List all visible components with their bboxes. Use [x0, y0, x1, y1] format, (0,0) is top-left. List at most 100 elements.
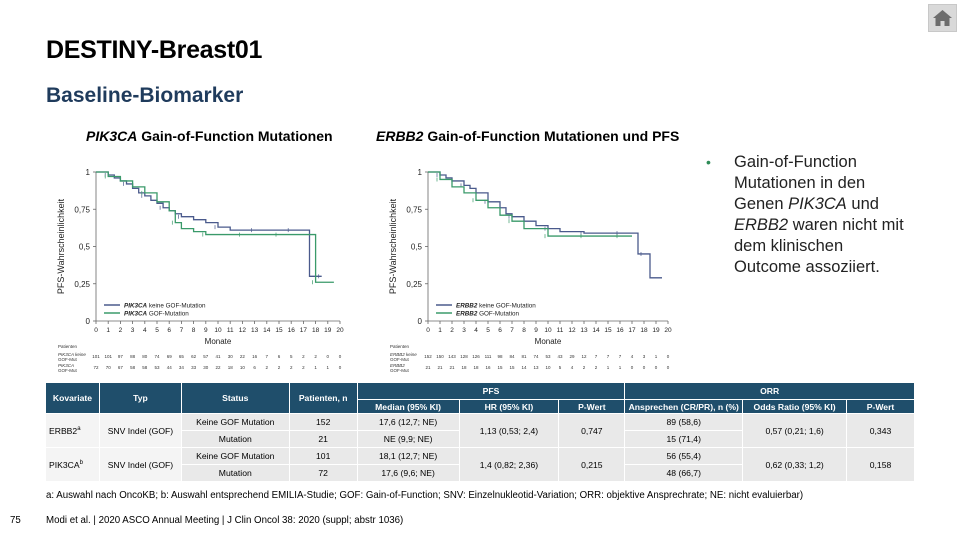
- home-button[interactable]: [928, 4, 957, 32]
- series-line-0: [96, 171, 322, 277]
- n-cell: 152: [288, 413, 358, 431]
- risk-value: 81: [521, 354, 527, 359]
- risk-value: 128: [460, 354, 468, 359]
- x-tick-label: 17: [628, 327, 636, 334]
- x-axis-label: Monate: [205, 337, 232, 346]
- header-odds: Odds Ratio (95% KI): [742, 399, 848, 414]
- risk-row-label: GOF-Mut: [390, 357, 409, 362]
- x-tick-label: 9: [534, 327, 538, 334]
- risk-value: 14: [521, 365, 527, 370]
- kovariate-cell: ERBB2a: [45, 413, 100, 448]
- y-axis-label: PFS-Wahrscheinlichkeit: [388, 198, 398, 294]
- x-tick-label: 18: [640, 327, 648, 334]
- risk-value: 15: [497, 365, 503, 370]
- page-title: DESTINY-Breast01: [46, 36, 263, 64]
- risk-value: 1: [619, 365, 622, 370]
- risk-value: 15: [509, 365, 515, 370]
- legend-entry: PIK3CA GOF-Mutation: [124, 311, 189, 318]
- x-tick-label: 9: [204, 327, 208, 334]
- x-tick-label: 6: [498, 327, 502, 334]
- x-tick-label: 2: [119, 327, 123, 334]
- status-cell: Keine GOF Mutation: [180, 447, 290, 465]
- median-cell: 18,1 (12,7; NE): [356, 447, 460, 465]
- y-tick-label: 0,25: [406, 280, 422, 289]
- x-tick-label: 19: [324, 327, 332, 334]
- risk-value: 58: [130, 365, 136, 370]
- page-subtitle: Baseline-Biomarker: [46, 84, 244, 107]
- risk-value: 74: [533, 354, 539, 359]
- bullet-text: Gain-of-Function Mutationen in den Genen…: [734, 153, 904, 276]
- risk-value: 98: [497, 354, 503, 359]
- risk-value: 13: [533, 365, 539, 370]
- y-tick-label: 0,5: [411, 243, 423, 252]
- ansprechen-cell: 15 (71,4): [624, 430, 744, 448]
- n-cell: 72: [288, 464, 358, 482]
- risk-value: 10: [240, 365, 246, 370]
- risk-value: 0: [339, 365, 342, 370]
- risk-table-header: Patienten: [58, 344, 78, 349]
- hr-cell: 1,13 (0,53; 2,4): [458, 413, 560, 448]
- risk-value: 2: [302, 354, 305, 359]
- x-tick-label: 13: [251, 327, 259, 334]
- y-tick-label: 0,5: [79, 243, 91, 252]
- risk-value: 0: [667, 354, 670, 359]
- x-tick-label: 8: [522, 327, 526, 334]
- header-pwert-pfs: P-Wert: [558, 399, 626, 414]
- risk-value: 0: [339, 354, 342, 359]
- risk-value: 1: [607, 365, 610, 370]
- status-cell: Mutation: [180, 430, 290, 448]
- risk-value: 7: [595, 354, 598, 359]
- odds-cell: 0,62 (0,33; 1,2): [742, 447, 848, 482]
- risk-value: 53: [545, 354, 551, 359]
- header-patienten: Patienten, n: [288, 382, 358, 414]
- table-row: PIK3CAb SNV Indel (GOF) Keine GOF Mutati…: [45, 447, 915, 482]
- risk-value: 6: [278, 354, 281, 359]
- risk-value: 1: [655, 354, 658, 359]
- x-tick-label: 10: [544, 327, 552, 334]
- x-tick-label: 13: [580, 327, 588, 334]
- risk-value: 0: [655, 365, 658, 370]
- median-cell: 17,6 (12,7; NE): [356, 413, 460, 431]
- y-tick-label: 1: [86, 168, 91, 177]
- risk-value: 53: [154, 365, 160, 370]
- risk-value: 22: [240, 354, 246, 359]
- y-tick-label: 0,75: [74, 205, 90, 214]
- chart-title-pik3ca: PIK3CA Gain-of-Function Mutationen: [86, 128, 333, 144]
- risk-value: 62: [191, 354, 197, 359]
- page-number: 75: [10, 515, 21, 526]
- risk-value: 58: [142, 365, 148, 370]
- series-line-0: [428, 171, 662, 279]
- header-pwert-orr: P-Wert: [846, 399, 915, 414]
- x-tick-label: 10: [214, 327, 222, 334]
- x-tick-label: 1: [106, 327, 110, 334]
- header-orr: ORR: [624, 382, 915, 400]
- risk-value: 150: [436, 354, 444, 359]
- table-row: ERBB2a SNV Indel (GOF) Keine GOF Mutatio…: [45, 413, 915, 448]
- risk-value: 4: [571, 365, 574, 370]
- odds-cell: 0,57 (0,21; 1,6): [742, 413, 848, 448]
- risk-value: 1: [327, 365, 330, 370]
- header-kovariate: Kovariate: [45, 382, 100, 414]
- risk-value: 33: [191, 365, 197, 370]
- n-cell: 21: [288, 430, 358, 448]
- biomarker-table: Kovariate Typ Status Patienten, n PFS OR…: [45, 382, 915, 482]
- x-tick-label: 3: [131, 327, 135, 334]
- x-tick-label: 0: [426, 327, 430, 334]
- header-median: Median (95% KI): [356, 399, 460, 414]
- x-tick-label: 17: [300, 327, 308, 334]
- x-tick-label: 0: [94, 327, 98, 334]
- median-cell: NE (9,9; NE): [356, 430, 460, 448]
- risk-value: 57: [203, 354, 209, 359]
- x-tick-label: 12: [239, 327, 247, 334]
- risk-value: 2: [266, 365, 269, 370]
- series-line-1: [428, 171, 632, 237]
- x-tick-label: 2: [450, 327, 454, 334]
- median-cell: 17,6 (9,6; NE): [356, 464, 460, 482]
- risk-value: 72: [93, 365, 99, 370]
- risk-value: 18: [461, 365, 467, 370]
- risk-value: 21: [437, 365, 443, 370]
- hr-cell: 1,4 (0,82; 2,36): [458, 447, 560, 482]
- risk-row-label: GOF-Mut: [58, 357, 77, 362]
- x-tick-label: 1: [438, 327, 442, 334]
